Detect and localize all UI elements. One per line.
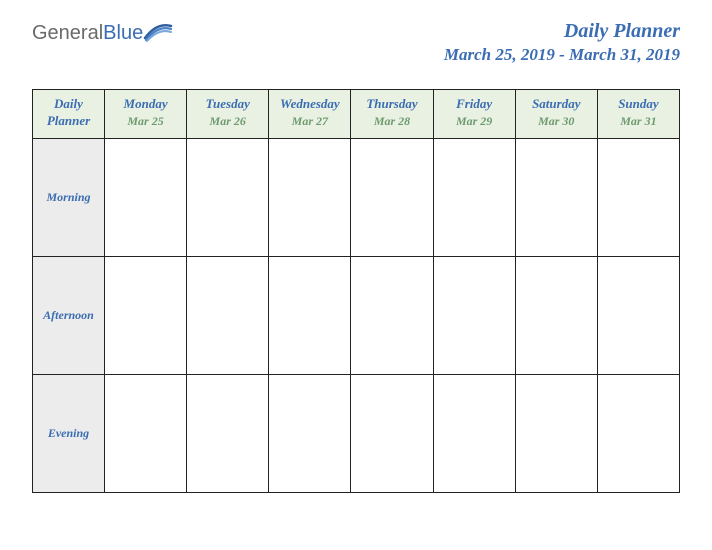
day-name: Sunday [600,96,677,112]
page-title: Daily Planner [444,20,680,43]
day-date: Mar 26 [189,114,266,129]
day-header-tue: Tuesday Mar 26 [187,90,269,139]
row-afternoon: Afternoon [33,256,680,374]
cell [597,256,679,374]
date-range: March 25, 2019 - March 31, 2019 [444,45,680,65]
cell [597,138,679,256]
period-label-morning: Morning [33,138,105,256]
period-label-afternoon: Afternoon [33,256,105,374]
cell [105,138,187,256]
cell [515,138,597,256]
day-date: Mar 25 [107,114,184,129]
swoosh-icon [143,20,173,47]
logo-word-blue: Blue [103,22,143,44]
cell [351,138,433,256]
day-name: Tuesday [189,96,266,112]
row-morning: Morning [33,138,680,256]
cell [433,374,515,492]
cell [351,256,433,374]
planner-table: Daily Planner Monday Mar 25 Tuesday Mar … [32,89,680,493]
day-date: Mar 30 [518,114,595,129]
cell [433,138,515,256]
cell [187,374,269,492]
cell [269,138,351,256]
cell [515,374,597,492]
logo-text: GeneralBlue [32,22,143,45]
day-name: Wednesday [271,96,348,112]
day-name: Thursday [353,96,430,112]
cell [105,374,187,492]
row-evening: Evening [33,374,680,492]
day-date: Mar 31 [600,114,677,129]
day-header-fri: Friday Mar 29 [433,90,515,139]
logo-word-general: General [32,22,103,44]
cell [187,138,269,256]
day-name: Monday [107,96,184,112]
cell [433,256,515,374]
period-label-evening: Evening [33,374,105,492]
cell [269,374,351,492]
cell [105,256,187,374]
cell [269,256,351,374]
day-date: Mar 29 [436,114,513,129]
cell [351,374,433,492]
cell [515,256,597,374]
corner-cell: Daily Planner [33,90,105,139]
day-header-sun: Sunday Mar 31 [597,90,679,139]
day-date: Mar 28 [353,114,430,129]
day-header-wed: Wednesday Mar 27 [269,90,351,139]
day-header-mon: Monday Mar 25 [105,90,187,139]
header: GeneralBlue Daily Planner March 25, 2019… [32,20,680,65]
day-header-sat: Saturday Mar 30 [515,90,597,139]
cell [187,256,269,374]
day-date: Mar 27 [271,114,348,129]
day-header-thu: Thursday Mar 28 [351,90,433,139]
logo: GeneralBlue [32,20,173,47]
day-name: Friday [436,96,513,112]
title-block: Daily Planner March 25, 2019 - March 31,… [444,20,680,65]
day-name: Saturday [518,96,595,112]
header-row: Daily Planner Monday Mar 25 Tuesday Mar … [33,90,680,139]
cell [597,374,679,492]
